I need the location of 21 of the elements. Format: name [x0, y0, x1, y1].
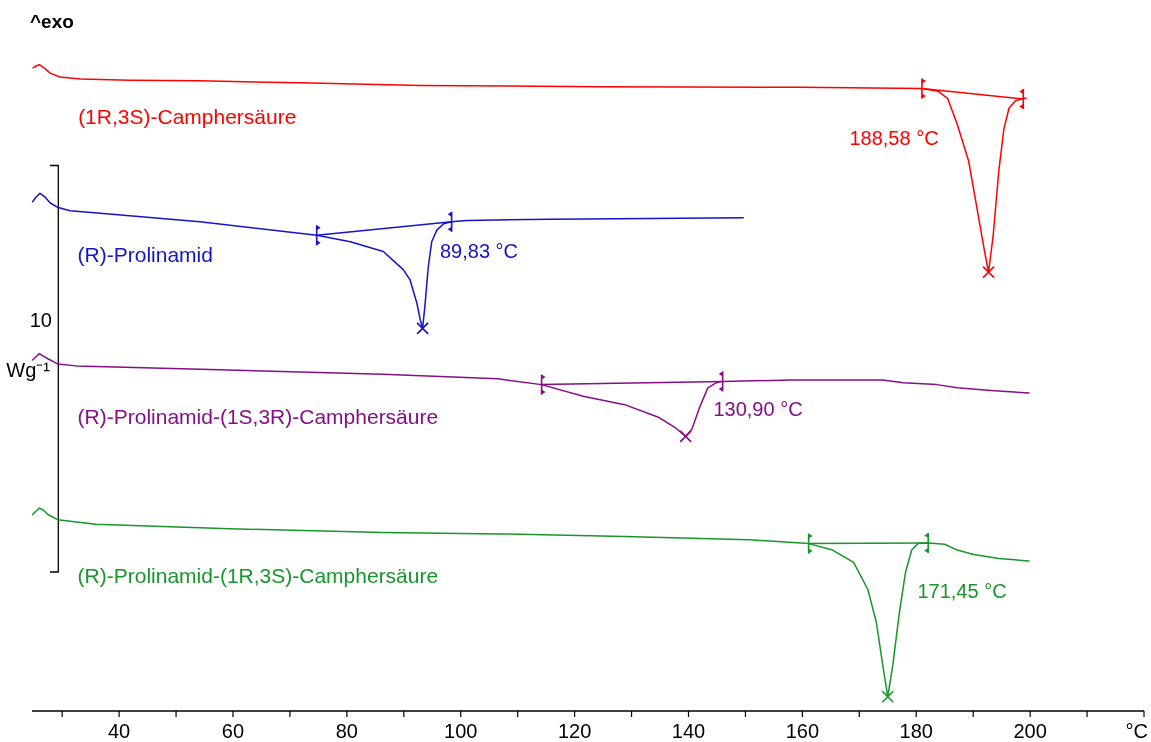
x-tick-label: 180: [899, 720, 933, 742]
text: ^exo: [30, 10, 74, 32]
y-axis-title: Wg⁻¹: [6, 359, 51, 381]
x-tick-label: 120: [557, 720, 592, 742]
x-tick-label: 160: [785, 720, 820, 742]
series-label: (R)-Prolinamid: [77, 242, 213, 266]
x-tick-label: 80: [335, 720, 358, 742]
x-axis-title: °C: [1125, 720, 1148, 742]
x-tick-label: 100: [444, 720, 478, 742]
series-label: (1R,3S)-Camphersäure: [78, 104, 297, 128]
annotation: 188,58 °C: [849, 127, 939, 149]
series-label: (R)-Prolinamid-(1S,3R)-Camphersäure: [77, 404, 439, 428]
annotation: 130,90 °C: [713, 398, 803, 420]
series-label: (R)-Prolinamid-(1R,3S)-Camphersäure: [77, 563, 439, 587]
x-tick-label: 200: [1013, 720, 1047, 742]
annotation: 89,83 °C: [439, 240, 519, 262]
annotation: 171,45 °C: [917, 580, 1007, 602]
x-tick-label: 60: [221, 720, 245, 742]
x-tick-label: 40: [107, 720, 131, 742]
x-tick-label: 140: [671, 720, 706, 742]
annotation: 10: [29, 309, 52, 331]
